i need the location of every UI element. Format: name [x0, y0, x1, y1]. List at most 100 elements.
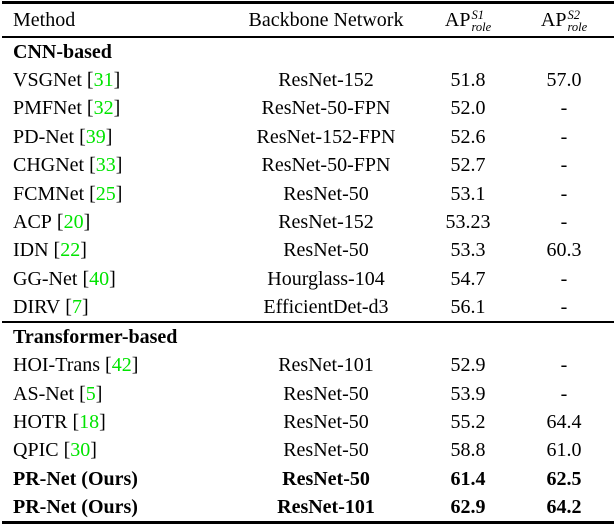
table-row: VSGNet [31] ResNet-152 51.8 57.0: [0, 66, 616, 94]
citation-bracket-open: [: [56, 210, 64, 233]
method-name: PR-Net (Ours): [13, 467, 138, 490]
backbone-cell: ResNet-101: [278, 354, 374, 377]
ap-s1-superscript: S1: [471, 7, 484, 22]
method-cell: PR-Net (Ours): [0, 497, 228, 517]
citation-bracket-close: ]: [115, 182, 123, 205]
ap-s1-cell: 53.9: [450, 382, 486, 405]
method-cell: IDN [22]: [0, 240, 228, 260]
citation-ref[interactable]: [5]: [79, 383, 102, 405]
citation-ref[interactable]: [33]: [89, 154, 122, 176]
backbone-cell: ResNet-101: [277, 496, 375, 519]
table-body: CNN-based VSGNet [31] ResNet-152 51.8 57.0 PMF…: [0, 38, 616, 522]
method-name: AS-Net: [13, 382, 75, 405]
citation-number[interactable]: 5: [85, 382, 96, 405]
citation-bracket-open: [: [86, 97, 94, 120]
section-divider-rule: [2, 321, 614, 323]
table-row: PD-Net [39] ResNet-152-FPN 52.6 -: [0, 123, 616, 151]
ap-s1-cell: 53.23: [445, 210, 491, 233]
citation-ref[interactable]: [22]: [54, 239, 87, 261]
ap-s2-base: AP: [540, 9, 567, 31]
ap-s1-cell: 54.7: [450, 267, 486, 290]
table-top-rule: [2, 1, 614, 4]
citation-ref[interactable]: [30]: [64, 439, 97, 461]
method-cell: DIRV [7]: [0, 297, 228, 317]
table-header-row: Method Backbone Network AP S1 role AP S2 rol…: [0, 4, 616, 36]
citation-number[interactable]: 20: [63, 210, 84, 233]
ap-s1-cell: 52.9: [450, 354, 486, 377]
citation-bracket-close: ]: [115, 154, 123, 177]
citation-number[interactable]: 18: [79, 411, 100, 434]
ap-s2-cell: -: [560, 267, 568, 290]
ap-s1-cell: 52.6: [450, 125, 486, 148]
citation-number[interactable]: 33: [95, 154, 116, 177]
citation-number[interactable]: 42: [111, 354, 132, 377]
citation-number[interactable]: 25: [95, 182, 116, 205]
citation-ref[interactable]: [20]: [57, 211, 90, 233]
table-row: FCMNet [25] ResNet-50 53.1 -: [0, 179, 616, 207]
ap-s2-cell: -: [560, 382, 568, 405]
table-row: HOTR [18] ResNet-50 55.2 64.4: [0, 408, 616, 436]
method-cell: PMFNet [32]: [0, 98, 228, 118]
ap-s2-cell: -: [560, 210, 568, 233]
backbone-cell: ResNet-50: [282, 467, 370, 490]
citation-ref[interactable]: [40]: [82, 268, 115, 290]
method-name: PMFNet: [13, 97, 82, 120]
method-name: HOTR: [13, 411, 68, 434]
table-row: ACP [20] ResNet-152 53.23 -: [0, 208, 616, 236]
backbone-cell: ResNet-50-FPN: [261, 154, 391, 177]
citation-ref[interactable]: [39]: [79, 126, 112, 148]
table-row: PR-Net (Ours) ResNet-101 62.9 64.2: [0, 493, 616, 521]
method-cell: QPIC [30]: [0, 440, 228, 460]
citation-bracket-open: [: [63, 439, 71, 462]
ap-s1-cell: 56.1: [450, 296, 486, 319]
citation-ref[interactable]: [42]: [105, 354, 138, 376]
method-name: CHGNet: [13, 154, 85, 177]
section-title: Transformer-based: [13, 325, 178, 348]
citation-number[interactable]: 22: [60, 239, 81, 262]
ap-s2-cell: -: [560, 354, 568, 377]
backbone-cell: ResNet-50: [283, 239, 369, 262]
citation-bracket-close: ]: [131, 354, 139, 377]
citation-ref[interactable]: [7]: [65, 296, 88, 318]
citation-bracket-close: ]: [80, 239, 87, 262]
citation-ref[interactable]: [18]: [72, 411, 105, 433]
citation-bracket-close: ]: [109, 267, 116, 290]
ap-s2-cell: 61.0: [546, 439, 582, 462]
citation-number[interactable]: 31: [93, 69, 114, 92]
method-cell: HOI-Trans [42]: [0, 355, 228, 375]
table-header-rule: [2, 36, 614, 38]
backbone-cell: ResNet-152: [278, 69, 374, 92]
ap-s1-cell: 53.1: [450, 182, 486, 205]
citation-number[interactable]: 39: [85, 125, 106, 148]
citation-number[interactable]: 40: [89, 267, 110, 290]
method-name: GG-Net: [13, 267, 78, 290]
method-cell: FCMNet [25]: [0, 184, 228, 204]
method-name: ACP: [13, 210, 52, 233]
citation-bracket-close: ]: [113, 69, 121, 92]
ap-s1-cell: 58.8: [450, 439, 486, 462]
section-title: CNN-based: [13, 40, 112, 63]
table-row: CHGNet [33] ResNet-50-FPN 52.7 -: [0, 151, 616, 179]
ap-s2-cell: -: [560, 154, 568, 177]
citation-number[interactable]: 7: [71, 296, 82, 319]
ap-s2-superscript: S2: [567, 7, 580, 22]
ap-s2-cell: 60.3: [546, 239, 582, 262]
citation-number[interactable]: 30: [70, 439, 91, 462]
method-cell: ACP [20]: [0, 212, 228, 232]
table-bottom-rule: [2, 521, 614, 525]
citation-ref[interactable]: [25]: [89, 183, 122, 205]
col-header-ap-s1: AP S1 role: [424, 8, 512, 33]
method-cell: PD-Net [39]: [0, 127, 228, 147]
citation-ref[interactable]: [32]: [87, 97, 120, 119]
method-name: PR-Net (Ours): [13, 496, 138, 519]
citation-number[interactable]: 32: [93, 97, 114, 120]
method-name: QPIC: [13, 439, 59, 462]
table-row: DIRV [7] EfficientDet-d3 56.1 -: [0, 293, 616, 321]
citation-bracket-open: [: [82, 267, 90, 290]
method-name: IDN: [13, 239, 49, 262]
method-cell: GG-Net [40]: [0, 269, 228, 289]
backbone-cell: ResNet-152: [278, 210, 374, 233]
citation-bracket-open: [: [72, 411, 80, 434]
citation-ref[interactable]: [31]: [87, 69, 120, 91]
